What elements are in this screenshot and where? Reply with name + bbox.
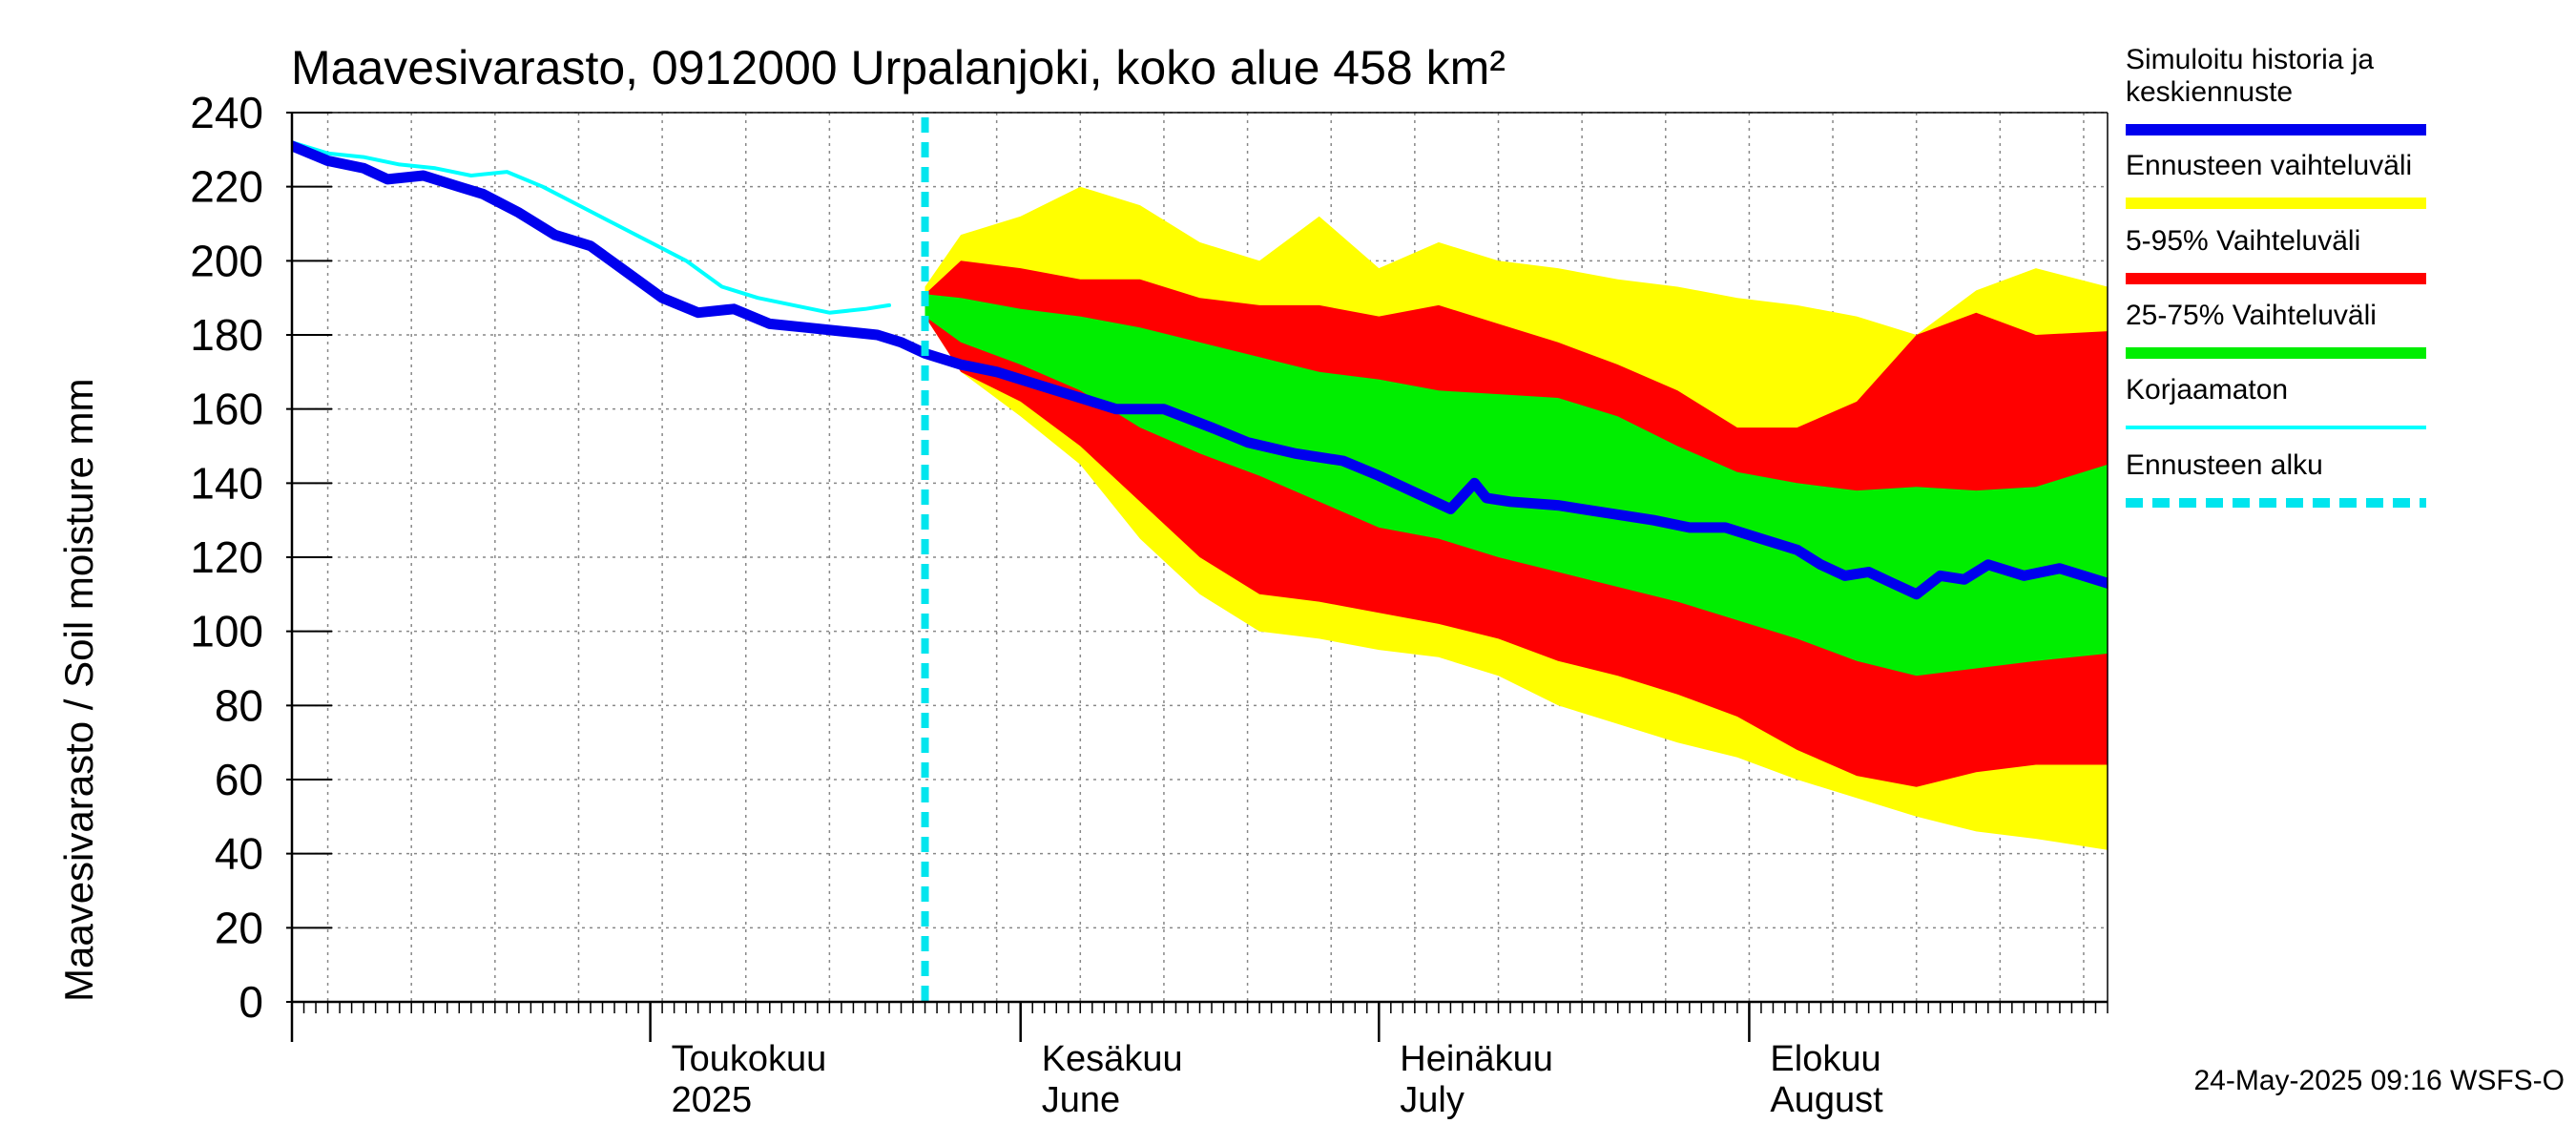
y-tick-label: 220 — [190, 162, 263, 212]
y-axis-label: Maavesivarasto / Soil moisture mm — [56, 378, 101, 1002]
legend-label: 25-75% Vaihteluväli — [2126, 300, 2377, 331]
legend-label: Korjaamaton — [2126, 374, 2288, 406]
y-tick-label: 200 — [190, 236, 263, 285]
axes — [286, 112, 2109, 1042]
y-tick-label: 20 — [215, 903, 263, 952]
timestamp: 24-May-2025 09:16 WSFS-O — [2194, 1065, 2566, 1096]
legend-label: Simuloitu historia ja — [2126, 44, 2374, 75]
legend-label: Ennusteen alku — [2126, 449, 2323, 481]
month-label-sub: 2025 — [672, 1080, 753, 1120]
month-label-sub: July — [1400, 1080, 1465, 1120]
band-25-75-vaihteluv-li — [924, 294, 2108, 677]
legend-label: keskiennuste — [2126, 76, 2293, 108]
month-label: Toukokuu — [672, 1039, 827, 1079]
uncorrected-line — [292, 140, 891, 315]
y-tick-label: 240 — [190, 88, 263, 137]
month-label: Elokuu — [1770, 1039, 1880, 1079]
forecast-bands — [924, 186, 2108, 850]
y-tick-label: 120 — [190, 532, 263, 582]
y-tick-label: 80 — [215, 680, 263, 730]
legend-label: Ennusteen vaihteluväli — [2126, 150, 2412, 181]
y-tick-label: 100 — [190, 607, 263, 656]
chart-title: Maavesivarasto, 0912000 Urpalanjoki, kok… — [291, 41, 1506, 94]
y-tick-label: 0 — [239, 977, 263, 1027]
month-label: Heinäkuu — [1400, 1039, 1553, 1079]
y-tick-label: 140 — [190, 458, 263, 508]
series-lines — [292, 117, 2108, 1002]
y-tick-label: 180 — [190, 310, 263, 360]
y-tick-labels: 0 20 40 60 80 100 120 140 160 180 200 220 240 — [190, 88, 263, 1027]
month-label-sub: August — [1770, 1080, 1883, 1120]
mean-forecast-line — [292, 140, 2108, 600]
y-tick-label: 40 — [215, 829, 263, 879]
y-tick-label: 160 — [190, 385, 263, 434]
month-label-sub: June — [1042, 1080, 1120, 1120]
y-tick-label: 60 — [215, 755, 263, 804]
month-label: Kesäkuu — [1042, 1039, 1183, 1079]
legend-label: 5-95% Vaihteluväli — [2126, 225, 2360, 257]
